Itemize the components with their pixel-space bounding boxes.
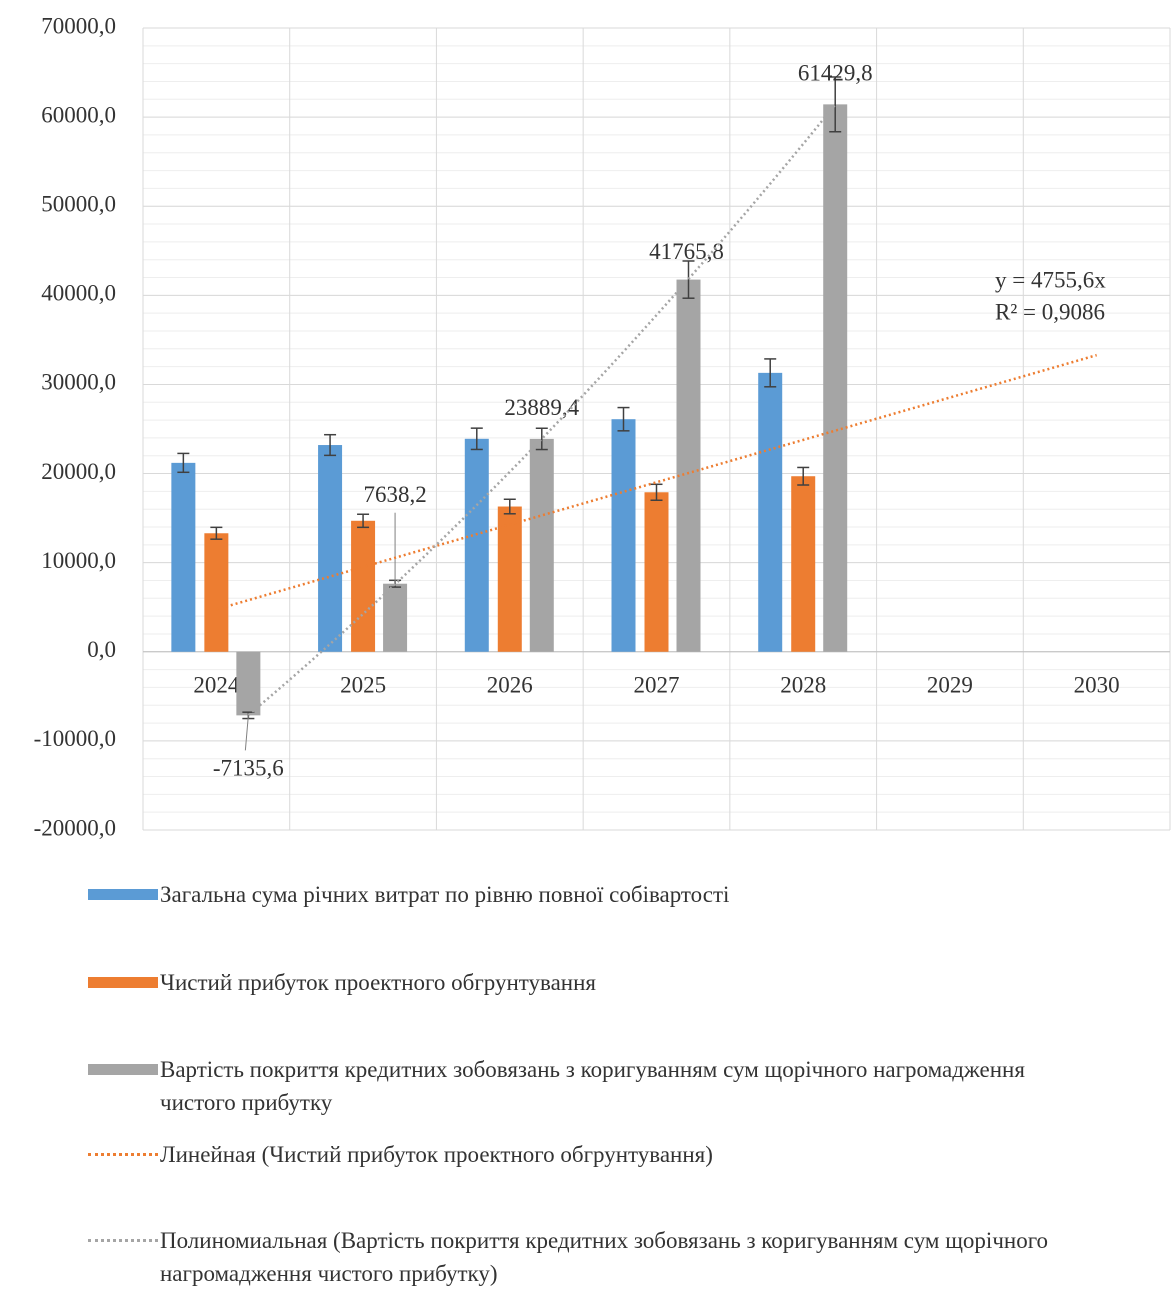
- data-label: 23889,4: [504, 395, 579, 420]
- y-tick-label: 70000,0: [41, 13, 116, 38]
- legend-swatch: [88, 889, 158, 900]
- legend-swatch: [88, 977, 158, 988]
- x-tick-label: 2025: [340, 672, 386, 697]
- leader-line: [244, 715, 249, 751]
- bar: [236, 651, 261, 716]
- x-tick-label: 2024: [193, 672, 240, 697]
- bar: [611, 419, 636, 652]
- legend-label: Линейная (Чистий прибуток проектного обг…: [160, 1142, 713, 1167]
- y-tick-label: 50000,0: [41, 192, 116, 217]
- y-tick-label: -20000,0: [34, 815, 116, 840]
- legend-item: Полиномиальная (Вартість покриття кредит…: [88, 1224, 1088, 1290]
- bar: [758, 372, 783, 652]
- trend-r2: R² = 0,9086: [995, 299, 1105, 324]
- bar: [171, 462, 196, 652]
- bar: [204, 533, 229, 652]
- legend-item: Загальна сума річних витрат по рівню пов…: [88, 878, 1088, 911]
- y-tick-label: -10000,0: [34, 726, 116, 751]
- legend-swatch: [88, 1153, 158, 1156]
- legend-label: Вартість покриття кредитних зобовязань з…: [160, 1057, 1025, 1115]
- bar: [529, 438, 554, 652]
- chart: -20000,0 -10000,0 0,0 10000,0 20000,0 30000,0…: [34, 13, 1171, 840]
- legend-item: Вартість покриття кредитних зобовязань з…: [88, 1053, 1088, 1119]
- bar: [644, 492, 669, 652]
- data-label: 7638,2: [363, 482, 426, 507]
- bar: [791, 476, 816, 652]
- y-tick-label: 30000,0: [41, 370, 116, 395]
- trendline: [247, 103, 837, 717]
- data-label: -7135,6: [213, 756, 284, 781]
- y-tick-label: 40000,0: [41, 281, 116, 306]
- x-tick-label: 2026: [487, 672, 533, 697]
- legend-label: Чистий прибуток проектного обгрунтування: [160, 970, 596, 995]
- bar: [464, 438, 489, 652]
- legend-swatch: [88, 1064, 158, 1075]
- y-tick-label: 20000,0: [41, 459, 116, 484]
- x-tick-label: 2029: [927, 672, 973, 697]
- x-tick-label: 2030: [1074, 672, 1120, 697]
- legend-label: Полиномиальная (Вартість покриття кредит…: [160, 1228, 1049, 1286]
- bar: [383, 583, 408, 652]
- bar: [497, 506, 522, 652]
- bar: [676, 279, 701, 652]
- bar: [823, 104, 848, 652]
- bar: [351, 520, 376, 652]
- data-label: 61429,8: [798, 61, 873, 86]
- y-tick-label: 10000,0: [41, 548, 116, 573]
- trend-equation: y = 4755,6x: [995, 267, 1106, 292]
- x-tick-label: 2027: [634, 672, 680, 697]
- y-tick-label: 0,0: [87, 637, 116, 662]
- bar: [318, 445, 343, 652]
- y-tick-label: 60000,0: [41, 102, 116, 127]
- legend-item: Линейная (Чистий прибуток проектного обг…: [88, 1138, 1088, 1171]
- x-tick-label: 2028: [780, 672, 826, 697]
- legend-label: Загальна сума річних витрат по рівню пов…: [160, 882, 730, 907]
- legend-item: Чистий прибуток проектного обгрунтування: [88, 966, 1088, 999]
- legend-swatch: [88, 1239, 158, 1242]
